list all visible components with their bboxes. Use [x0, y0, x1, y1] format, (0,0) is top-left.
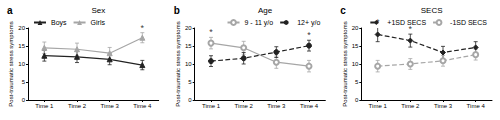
svg-text:*: * [409, 24, 413, 34]
svg-text:Time 2: Time 2 [235, 103, 254, 109]
svg-text:Age: Age [258, 6, 273, 15]
svg-text:Time 3: Time 3 [267, 103, 286, 109]
svg-text:Time 4: Time 4 [300, 103, 319, 109]
svg-text:Time 3: Time 3 [101, 103, 120, 109]
svg-text:9 - 11 y/o: 9 - 11 y/o [245, 19, 274, 27]
svg-text:Time 4: Time 4 [467, 103, 486, 109]
svg-text:b: b [174, 5, 180, 16]
svg-text:*: * [141, 23, 145, 33]
svg-text:10: 10 [352, 61, 359, 67]
svg-text:Time 1: Time 1 [202, 103, 221, 109]
svg-text:5: 5 [355, 79, 359, 85]
svg-text:Time 1: Time 1 [35, 103, 54, 109]
svg-text:Sex: Sex [91, 6, 105, 15]
svg-text:5: 5 [22, 79, 26, 85]
svg-text:10: 10 [18, 61, 25, 67]
svg-text:20: 20 [352, 25, 359, 31]
svg-text:15: 15 [18, 43, 25, 49]
svg-text:10: 10 [185, 61, 192, 67]
svg-text:*: * [376, 17, 380, 27]
svg-text:15: 15 [352, 43, 359, 49]
svg-text:0: 0 [22, 97, 26, 103]
svg-text:0: 0 [188, 97, 192, 103]
svg-text:c: c [340, 5, 346, 16]
svg-text:a: a [7, 5, 13, 16]
svg-text:0: 0 [355, 97, 359, 103]
svg-text:Time 3: Time 3 [434, 103, 453, 109]
svg-text:Post-traumatic stress symptoms: Post-traumatic stress symptoms [8, 21, 14, 106]
svg-text:Post-traumatic stress symptoms: Post-traumatic stress symptoms [342, 21, 348, 106]
svg-text:Time 2: Time 2 [401, 103, 420, 109]
svg-text:12+ y/o: 12+ y/o [297, 19, 320, 27]
svg-text:-1SD SECS: -1SD SECS [450, 19, 487, 26]
svg-text:15: 15 [185, 43, 192, 49]
svg-text:Time 4: Time 4 [133, 103, 152, 109]
svg-text:SECS: SECS [421, 6, 443, 15]
svg-text:Post-traumatic stress symptoms: Post-traumatic stress symptoms [175, 21, 181, 106]
svg-text:Time 2: Time 2 [68, 103, 87, 109]
svg-text:*: * [209, 27, 213, 37]
svg-text:+1SD SECS: +1SD SECS [387, 19, 426, 26]
svg-text:Girls: Girls [91, 19, 106, 26]
svg-text:Boys: Boys [51, 19, 67, 27]
svg-text:20: 20 [18, 25, 25, 31]
svg-text:20: 20 [185, 25, 192, 31]
svg-text:Time 1: Time 1 [369, 103, 388, 109]
svg-text:5: 5 [188, 79, 192, 85]
svg-text:*: * [307, 30, 311, 40]
